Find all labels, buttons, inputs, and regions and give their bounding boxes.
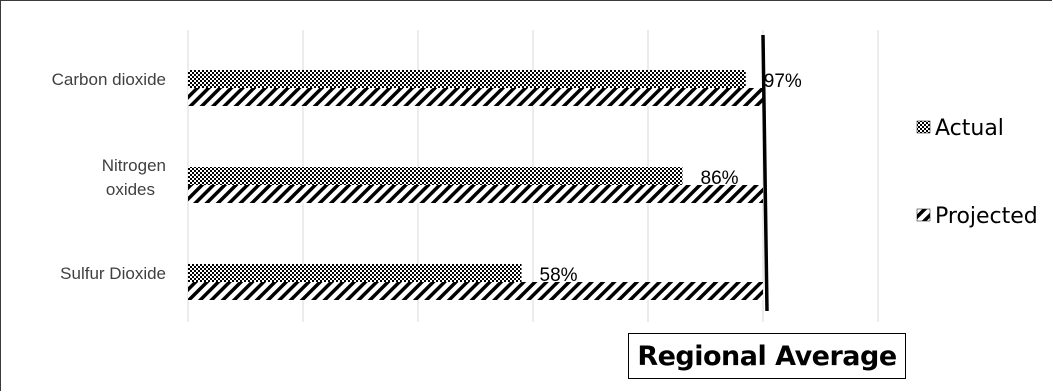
- category-label-2: Nitrogen oxides: [102, 156, 166, 199]
- regional-average-label: Regional Average: [628, 333, 906, 379]
- legend-swatch-actual: [916, 120, 931, 134]
- legend-label-projected: Projected: [935, 204, 1038, 229]
- regional-average-line: [761, 34, 769, 312]
- legend-label-actual: Actual: [935, 116, 1004, 141]
- bar-projected-1: [188, 88, 763, 106]
- reference-line: [761, 34, 769, 312]
- data-label-3: 58%: [540, 265, 578, 286]
- legend-swatch-projected: [916, 208, 931, 222]
- bar-projected-2: [188, 185, 763, 203]
- legend: Actual Projected: [916, 116, 1038, 229]
- category-label-3: Sulfur Dioxide: [60, 264, 166, 283]
- bars: [188, 70, 763, 300]
- labels: Carbon dioxide 97% Nitrogen oxides 86% Sulfur…: [52, 70, 802, 286]
- bar-actual-3: [188, 264, 522, 282]
- category-label-1: Carbon dioxide: [52, 70, 166, 89]
- bar-actual-2: [188, 167, 683, 185]
- bar-projected-3: [188, 282, 763, 300]
- data-label-1: 97%: [764, 71, 802, 92]
- bar-actual-1: [188, 70, 746, 88]
- data-label-2: 86%: [701, 168, 739, 189]
